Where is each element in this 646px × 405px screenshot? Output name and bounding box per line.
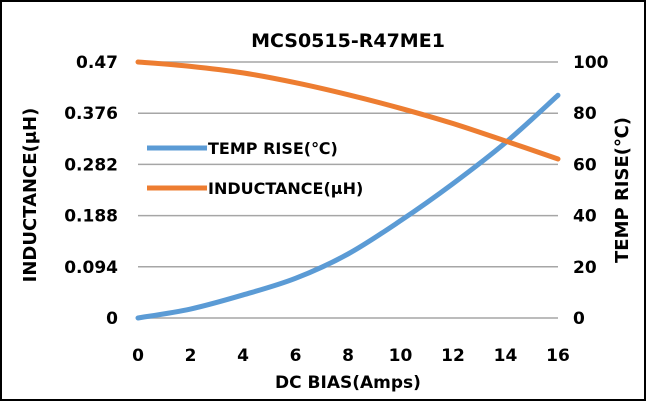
legend-label-inductance: INDUCTANCE(μH) — [208, 179, 363, 198]
y-axis-title-left: INDUCTANCE(μH) — [20, 108, 41, 283]
x-tick-label: 10 — [389, 346, 413, 366]
x-tick-label: 2 — [185, 346, 197, 366]
y-left-tick-label: 0.188 — [64, 207, 118, 227]
x-tick-label: 12 — [441, 346, 465, 366]
legend: TEMP RISE(℃) INDUCTANCE(μH) — [147, 139, 363, 198]
y-left-tick-label: 0.094 — [64, 258, 118, 278]
y-right-tick-label: 20 — [573, 258, 597, 278]
tick-labels: 0 2 4 6 8 10 12 14 1600.0940.1880.2820.3760.4702… — [64, 53, 608, 366]
y-left-tick-label: 0.376 — [64, 104, 118, 124]
x-tick-label: 4 — [237, 346, 249, 366]
x-tick-label: 0 — [132, 346, 144, 366]
y-axis-title-right: TEMP RISE(℃) — [612, 117, 633, 263]
chart-title: MCS0515-R47ME1 — [251, 30, 445, 52]
legend-label-temp-rise: TEMP RISE(℃) — [208, 139, 338, 158]
y-left-tick-label: 0 — [106, 309, 118, 329]
y-left-tick-label: 0.47 — [76, 53, 118, 73]
x-tick-label: 6 — [290, 346, 302, 366]
series-line-inductance — [135, 59, 561, 162]
y-left-tick-label: 0.282 — [64, 155, 118, 175]
x-tick-label: 16 — [546, 346, 570, 366]
y-right-tick-label: 40 — [573, 207, 597, 227]
y-right-tick-label: 60 — [573, 155, 597, 175]
y-right-tick-label: 100 — [573, 53, 609, 73]
x-tick-label: 8 — [342, 346, 354, 366]
series-line-temp-rise — [135, 92, 561, 321]
series-lines — [135, 59, 561, 321]
x-axis-title: DC BIAS(Amps) — [275, 373, 421, 393]
y-right-tick-label: 80 — [573, 104, 597, 124]
y-right-tick-label: 0 — [573, 309, 585, 329]
x-tick-label: 14 — [494, 346, 518, 366]
grid-lines — [138, 61, 558, 319]
